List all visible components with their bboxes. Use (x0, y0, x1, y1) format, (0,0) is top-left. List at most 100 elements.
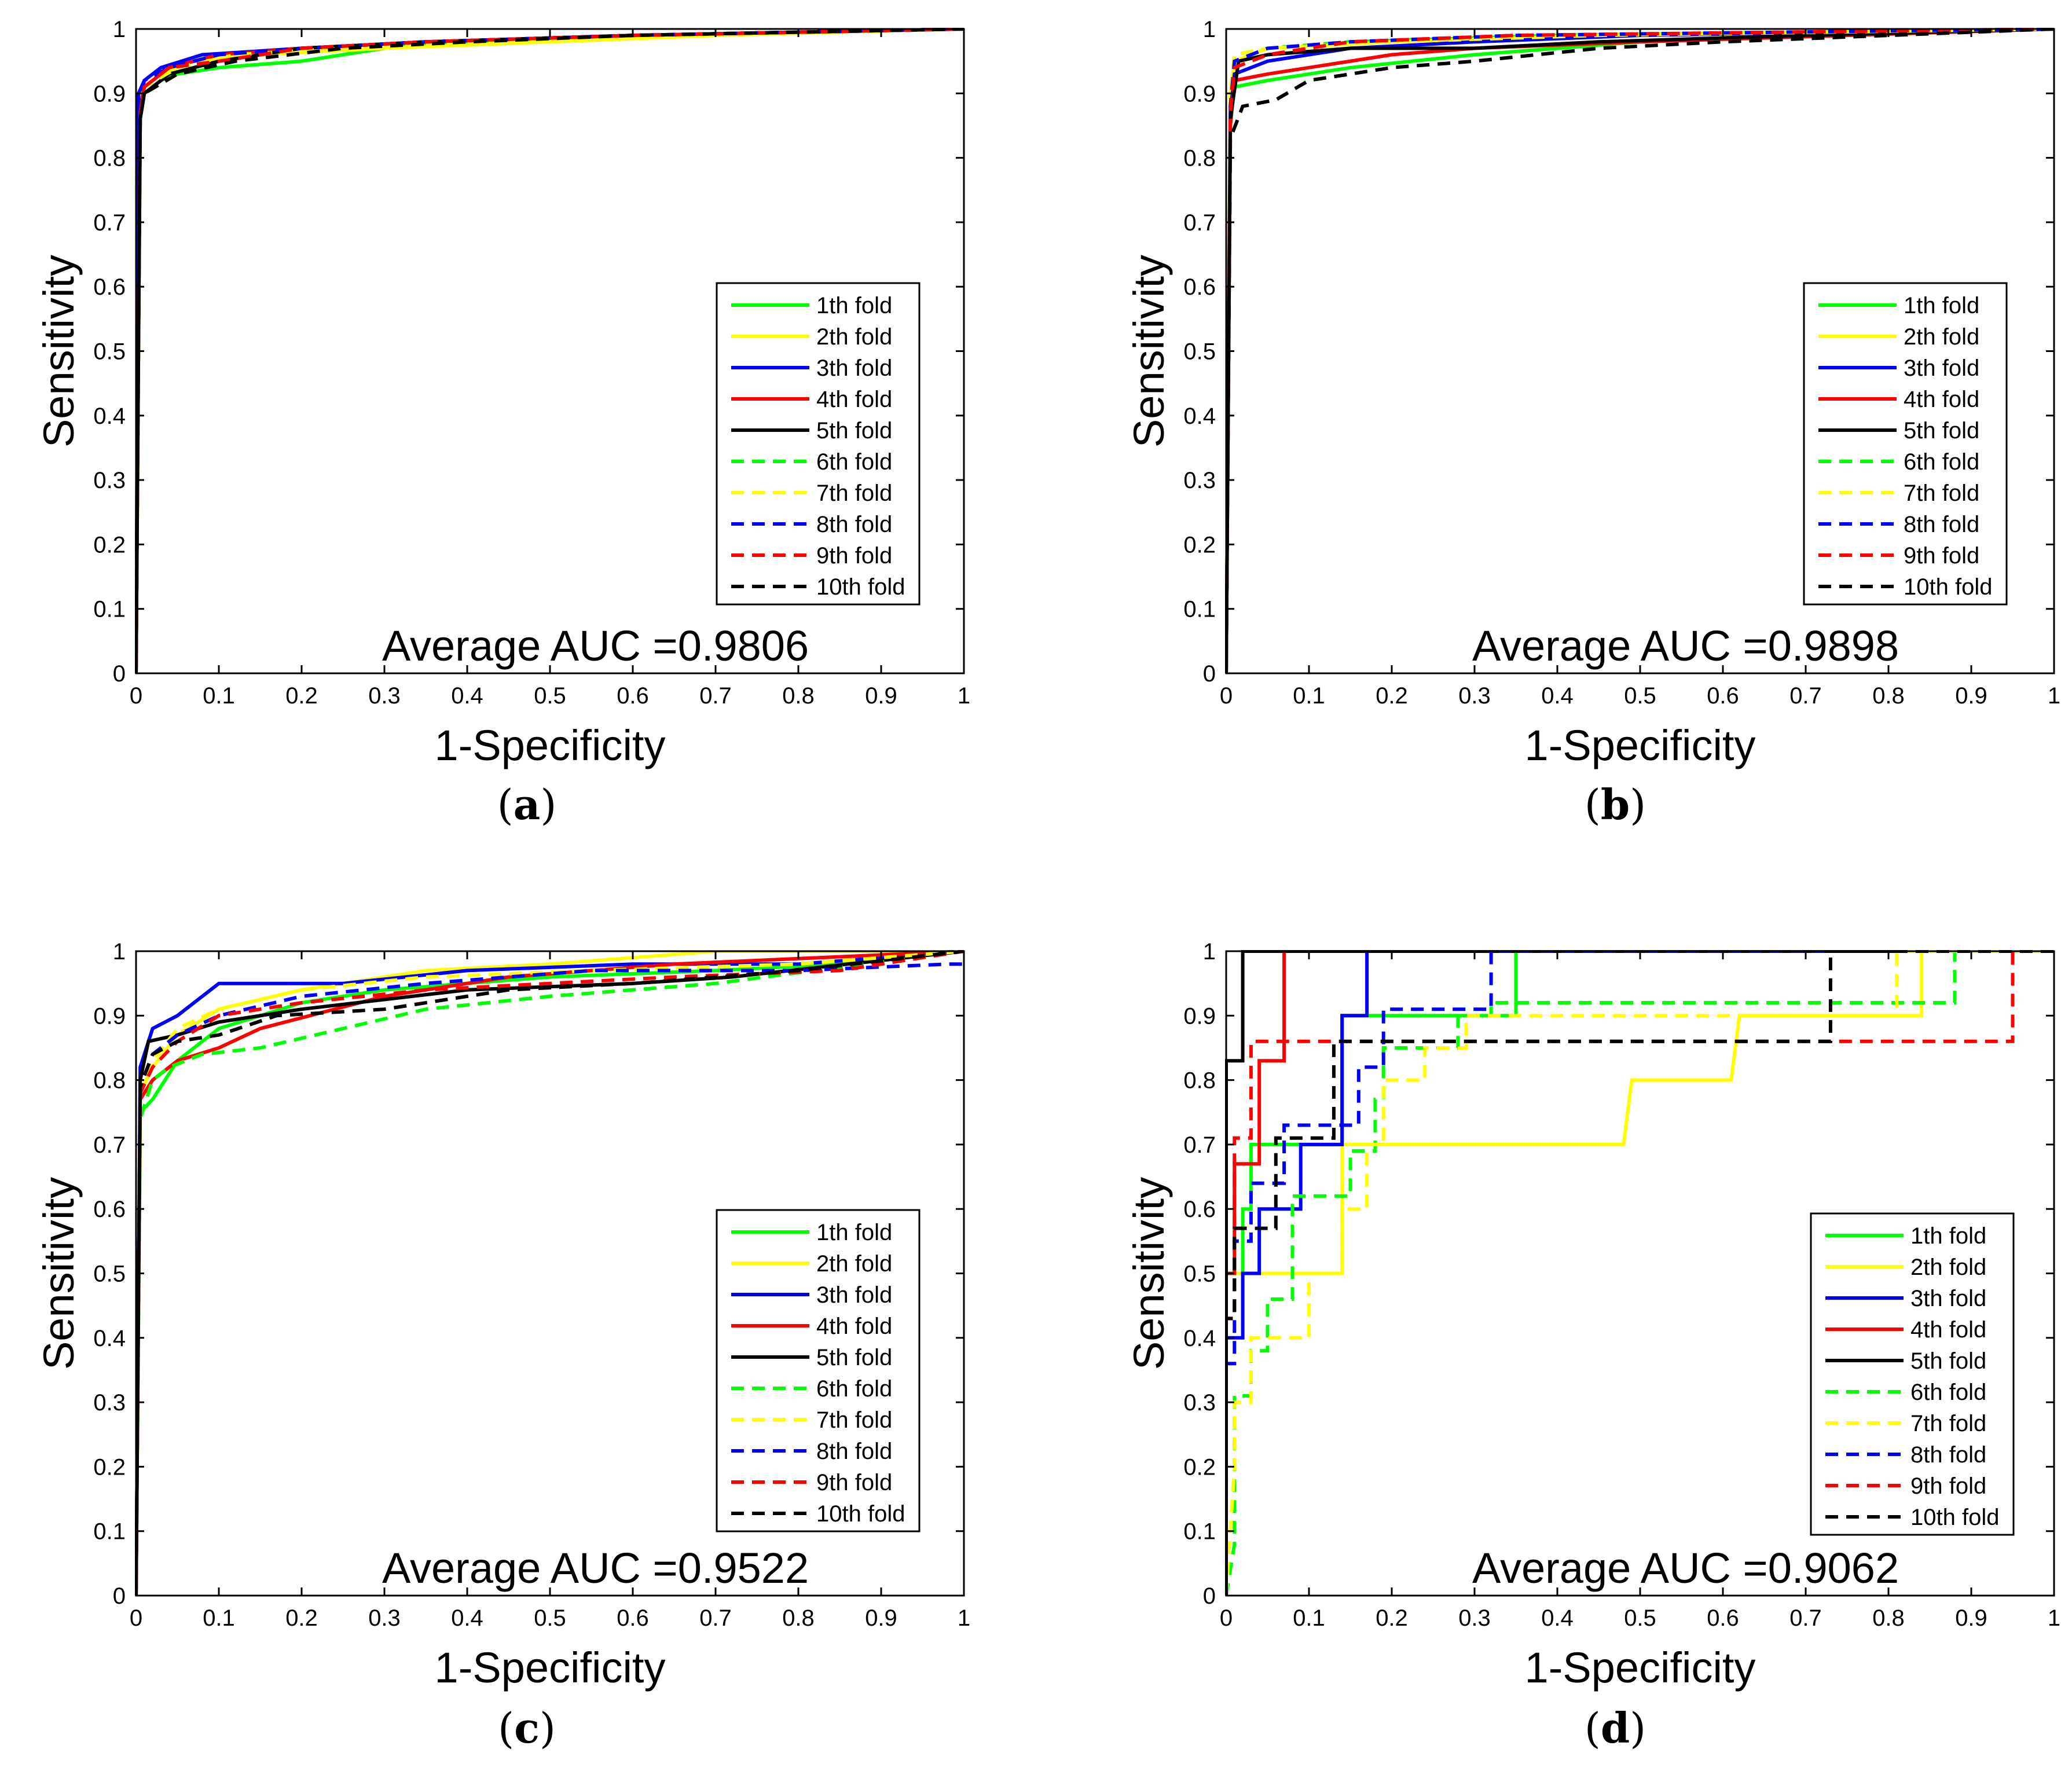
y-axis-label: Sensitivity (1125, 1177, 1173, 1370)
y-tick-label: 0.5 (93, 1262, 126, 1287)
y-tick-label: 0.3 (1183, 468, 1216, 493)
x-tick-label: 0.6 (1707, 1605, 1739, 1631)
y-tick-label: 0.1 (93, 597, 126, 622)
legend-entry-label: 4th fold (816, 387, 892, 412)
series-line-5th-fold (135, 950, 965, 1596)
y-tick-label: 0.8 (93, 1068, 126, 1094)
legend-entry-label: 5th fold (1910, 1348, 1986, 1374)
series-line-8th-fold (135, 28, 965, 674)
x-tick-label: 0.1 (203, 683, 235, 709)
legend-entry-label: 5th fold (816, 418, 892, 443)
legend-entry-label: 3th fold (816, 1282, 892, 1308)
y-tick-label: 0.3 (1183, 1390, 1216, 1416)
legend-entry-label: 1th fold (1910, 1223, 1986, 1249)
y-tick-label: 0.9 (1183, 1003, 1216, 1029)
series-group (135, 28, 965, 674)
x-tick-label: 0.8 (1872, 683, 1905, 709)
legend-entry-label: 2th fold (1910, 1255, 1986, 1280)
y-tick-label: 0.7 (93, 1132, 126, 1158)
series-line-2th-fold (1225, 950, 2054, 1596)
legend-entry-label: 8th fold (1910, 1442, 1986, 1468)
x-tick-label: 0 (1220, 683, 1233, 709)
series-line-10th-fold (135, 950, 965, 1596)
x-tick-label: 0 (130, 683, 142, 709)
panel-caption: (c) (498, 1703, 556, 1752)
legend-entry-label: 6th fold (816, 1376, 892, 1402)
series-line-10th-fold (1225, 950, 2054, 1596)
y-tick-label: 0.5 (1183, 1262, 1216, 1287)
legend-entry-label: 6th fold (1904, 449, 1979, 475)
chart-panel-c: 0 0.1 0.2 0.3 0.4 0.5 0.6 0.7 0.8 0.9 1 0 0.1 0.2 0.3 0… (35, 939, 970, 1752)
panel-caption: (d) (1585, 1703, 1646, 1752)
panel-caption: (b) (1585, 780, 1646, 829)
x-tick-label: 0.2 (1376, 683, 1408, 709)
x-tick-label: 0 (130, 1605, 142, 1631)
auc-annotation: Average AUC =0.9806 (382, 622, 809, 670)
y-tick-label: 0.7 (93, 210, 126, 236)
caption-open-paren: ( (1585, 780, 1601, 829)
y-tick-label: 0.5 (1183, 339, 1216, 365)
legend-entry-label: 3th fold (1904, 355, 1979, 381)
legend-entry-label: 7th fold (816, 481, 892, 506)
legend-entry-label: 9th fold (816, 543, 892, 569)
series-line-7th-fold (1225, 950, 2054, 1596)
legend-entry-label: 2th fold (1904, 324, 1979, 350)
legend-entry-label: 5th fold (816, 1345, 892, 1370)
series-line-8th-fold (1225, 950, 2054, 1596)
y-axis-label: Sensitivity (35, 1177, 83, 1370)
legend: 1th fold 2th fold 3th fold 4th fold 5th fold… (716, 282, 921, 606)
series-line-10th-fold (1225, 28, 2055, 674)
legend-entry-label: 10th fold (816, 574, 905, 600)
x-tick-label: 0.8 (782, 683, 815, 709)
panel-caption: (a) (497, 780, 557, 829)
auc-annotation: Average AUC =0.9898 (1472, 622, 1899, 670)
x-tick-label: 0.7 (1789, 683, 1822, 709)
legend-entry-label: 1th fold (1904, 293, 1979, 318)
x-tick-label: 0 (1220, 1605, 1233, 1631)
y-tick-label: 0.9 (93, 1003, 126, 1029)
y-tick-label: 0.9 (93, 81, 126, 107)
y-tick-label: 0.2 (1183, 532, 1216, 558)
legend-entry-label: 3th fold (1910, 1286, 1986, 1311)
y-tick-label: 0.5 (93, 339, 126, 365)
y-tick-label: 0.6 (93, 274, 126, 300)
series-line-6th-fold (135, 950, 965, 1596)
caption-close-paren: ) (1630, 780, 1646, 829)
legend-entry-label: 9th fold (816, 1470, 892, 1495)
x-tick-label: 0.1 (1293, 683, 1325, 709)
y-tick-label: 0.8 (1183, 146, 1216, 171)
x-tick-label: 0.6 (617, 1605, 649, 1631)
x-tick-label: 0.2 (1376, 1605, 1408, 1631)
legend-entry-label: 10th fold (1904, 574, 1992, 600)
x-tick-label: 0.4 (451, 1605, 483, 1631)
y-tick-label: 1 (113, 17, 126, 42)
auc-annotation: Average AUC =0.9062 (1472, 1544, 1899, 1592)
legend-entry-label: 5th fold (1904, 418, 1979, 443)
legend-entry-label: 4th fold (1904, 387, 1979, 412)
y-tick-label: 0.1 (93, 1519, 126, 1545)
y-tick-label: 0 (113, 661, 126, 687)
caption-letter: b (1601, 780, 1630, 829)
y-tick-label: 0.1 (1183, 1519, 1216, 1545)
x-tick-label: 1 (2048, 1605, 2060, 1631)
x-tick-label: 0.3 (368, 1605, 401, 1631)
legend-entry-label: 2th fold (816, 1251, 892, 1277)
x-tick-label: 0.6 (1707, 683, 1739, 709)
x-tick-label: 0.5 (1624, 683, 1656, 709)
x-tick-label: 0.7 (1789, 1605, 1822, 1631)
x-tick-label: 0.7 (699, 683, 732, 709)
y-tick-label: 0.1 (1183, 597, 1216, 622)
y-tick-label: 0.4 (93, 1326, 126, 1351)
y-tick-label: 0.9 (1183, 81, 1216, 107)
caption-letter: d (1601, 1703, 1630, 1752)
legend-entry-label: 6th fold (816, 449, 892, 475)
y-tick-label: 0 (1203, 1583, 1216, 1609)
y-tick-label: 0.3 (93, 1390, 126, 1416)
y-tick-label: 0.8 (1183, 1068, 1216, 1094)
legend: 1th fold 2th fold 3th fold 4th fold 5th fold… (716, 1209, 921, 1532)
y-tick-label: 1 (113, 939, 126, 965)
legend-entry-label: 4th fold (1910, 1317, 1986, 1343)
legend-entry-label: 8th fold (816, 512, 892, 537)
x-tick-label: 1 (958, 683, 970, 709)
